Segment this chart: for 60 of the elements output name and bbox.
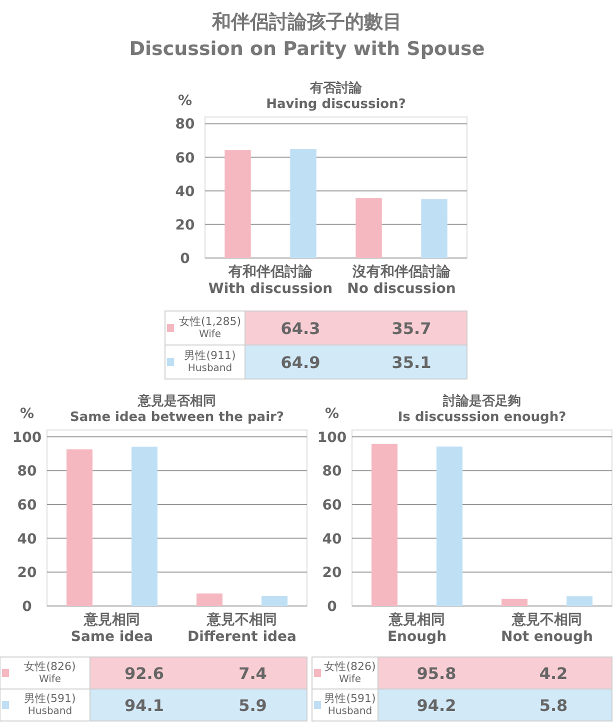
y-axis-title: % [178,93,192,109]
legend-label: 女性(826) Wife [24,660,76,685]
bar [66,449,92,606]
bar [196,593,222,606]
data-label: 64.9 [280,353,320,372]
data-label: 5.9 [238,696,267,715]
y-tick-label: 0 [327,599,338,615]
bar [566,596,592,606]
legend-label: 男性(591) Husband [324,692,376,717]
y-tick-label: 0 [180,251,190,267]
y-tick-label: 20 [322,565,342,582]
chart-title: 和伴侶討論孩子的數目 Discussion on Parity with Spouse [129,11,485,60]
data-label: 4.2 [539,664,568,683]
data-label: 92.6 [124,664,164,683]
data-label: 94.2 [416,696,456,715]
x-tick-label: 意見不相同 Not enough [501,611,593,645]
bar [290,149,316,258]
bar [502,598,528,606]
bar [372,444,398,606]
bar [224,150,251,258]
chart-title: 討論是否足夠 Is discusssion enough? [398,393,566,425]
bar [356,198,382,258]
y-tick-label: 80 [17,464,37,480]
y-tick-label: 60 [17,497,37,514]
x-tick-label: 有和伴侶討論 With discussion [208,263,333,297]
y-tick-label: 40 [175,184,195,200]
legend-label: 男性(911) Husband [184,349,236,374]
y-tick-label: 80 [322,464,342,480]
y-axis-title: % [324,406,340,422]
y-tick-label: 20 [17,565,37,582]
y-tick-label: 100 [12,430,42,446]
legend-label: 女性(826) Wife [324,660,376,685]
x-tick-label: 意見相同 Enough [387,611,447,645]
y-tick-label: 20 [175,217,195,234]
legend-label: 男性(591) Husband [24,692,76,717]
y-tick-label: 0 [22,599,32,615]
bar [262,596,288,606]
legend-label: 女性(1,285) Wife [178,315,242,340]
x-tick-label: 意見相同 Same idea [70,611,154,645]
x-tick-label: 意見不相同 Different idea [188,611,296,645]
data-label: 95.8 [416,664,456,683]
y-axis-title: % [20,406,34,422]
y-tick-label: 40 [322,531,342,548]
data-label: 5.8 [539,696,568,715]
y-tick-label: 40 [17,531,37,548]
bar [132,446,158,606]
data-label: 94.1 [124,696,164,715]
data-label: 35.7 [392,319,432,338]
y-tick-label: 80 [175,116,195,133]
x-tick-label: 沒有和伴侶討論 No discussion [347,263,456,297]
chart-subtitle: 有否討論 Having discussion? [266,80,406,112]
y-tick-label: 60 [322,497,342,514]
data-label: 35.1 [392,353,432,372]
chart-title: 意見是否相同 Same idea between the pair? [70,393,284,425]
bar [436,446,462,606]
y-tick-label: 100 [317,430,347,446]
y-tick-label: 60 [175,150,195,166]
bar [421,199,448,258]
data-label: 64.3 [280,319,320,338]
data-label: 7.4 [238,664,267,683]
